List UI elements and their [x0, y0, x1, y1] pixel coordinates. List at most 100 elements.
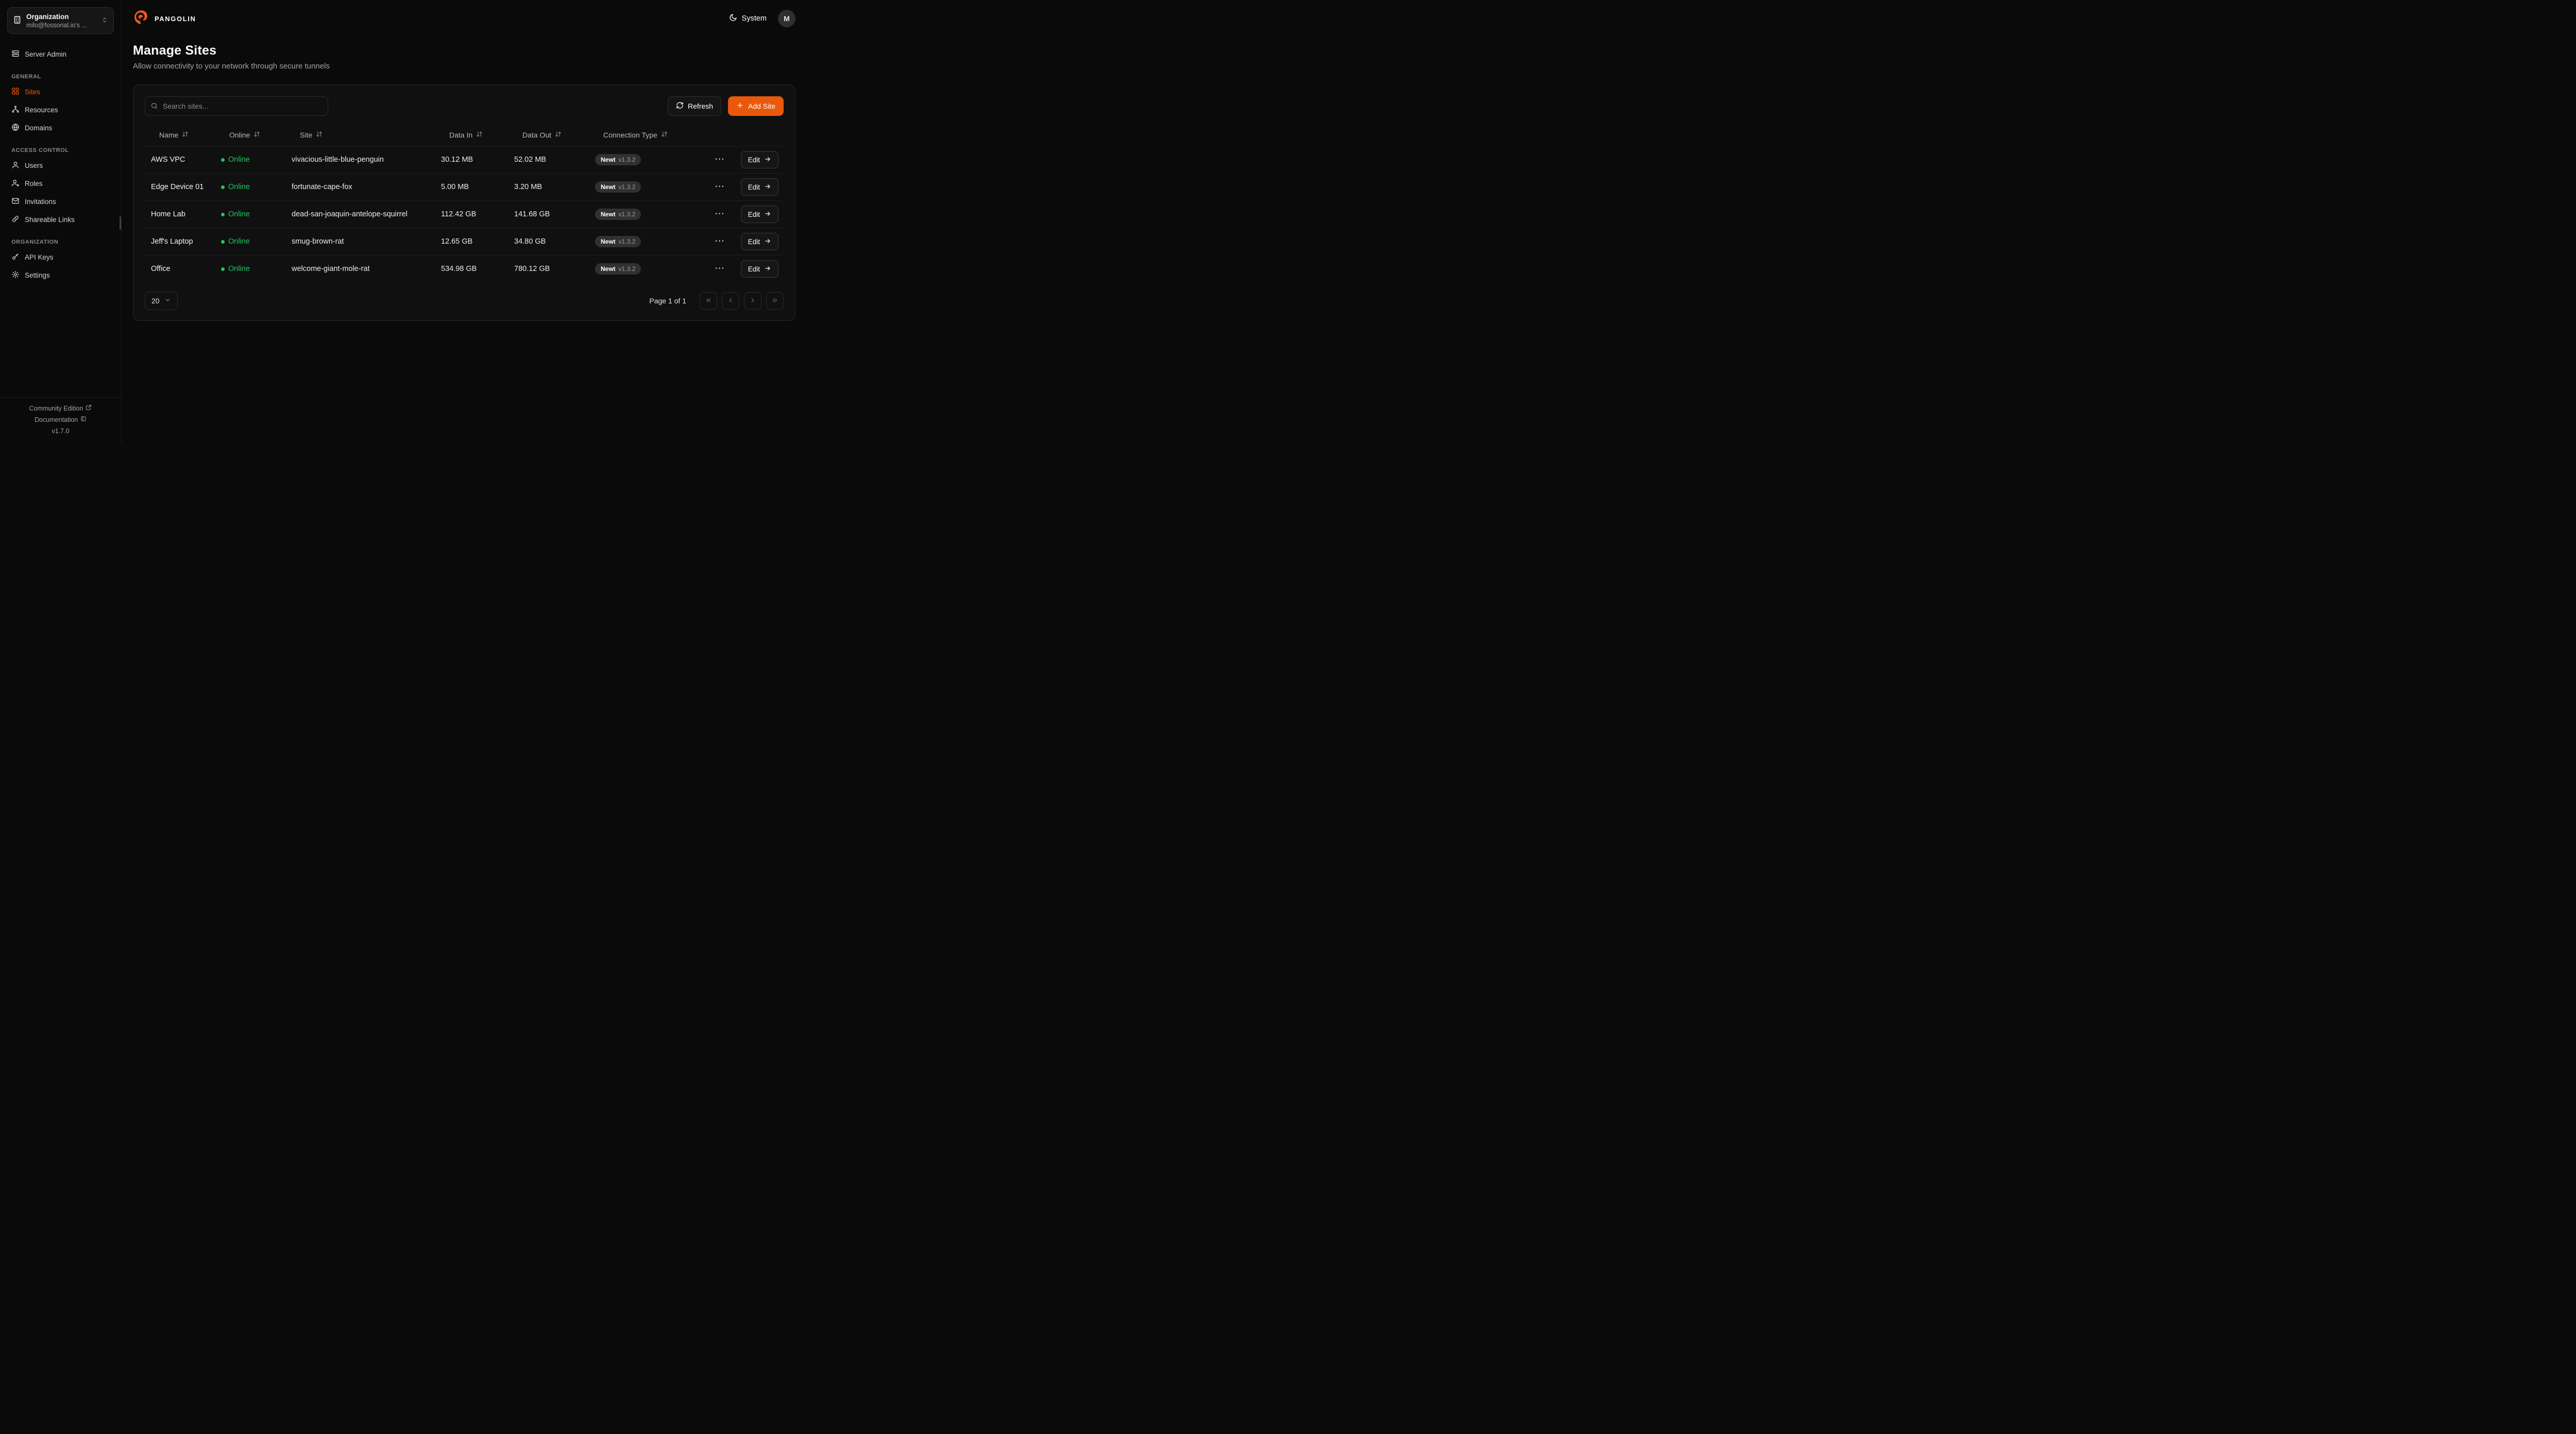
- documentation-link[interactable]: Documentation: [35, 416, 87, 423]
- status-dot-icon: [221, 267, 225, 271]
- sidebar-item-label: Server Admin: [25, 50, 67, 59]
- org-subtitle: milo@fossorial.io's ...: [26, 22, 87, 29]
- edit-button[interactable]: Edit: [740, 260, 778, 278]
- edit-button[interactable]: Edit: [740, 151, 778, 168]
- last-page-button[interactable]: [766, 292, 784, 310]
- mail-icon: [11, 197, 20, 207]
- sidebar-item-users[interactable]: Users: [7, 157, 114, 175]
- sidebar: Organization milo@fossorial.io's ... Ser…: [0, 0, 122, 443]
- add-site-button[interactable]: Add Site: [728, 96, 784, 116]
- row-actions-button[interactable]: ⋯: [713, 182, 727, 192]
- row-actions-button[interactable]: ⋯: [713, 155, 727, 164]
- sidebar-item-shareable-links[interactable]: Shareable Links: [7, 211, 114, 229]
- data-out: 52.02 MB: [514, 156, 547, 164]
- sidebar-item-invitations[interactable]: Invitations: [7, 193, 114, 211]
- first-page-button[interactable]: [700, 292, 717, 310]
- brand-name: PANGOLIN: [155, 14, 196, 23]
- connection-type-badge: Newt v1.3.2: [595, 154, 641, 165]
- edit-button[interactable]: Edit: [740, 178, 778, 196]
- user-role-icon: [11, 179, 20, 189]
- external-link-icon: [86, 404, 92, 412]
- sidebar-item-server-admin[interactable]: Server Admin: [7, 45, 114, 63]
- data-out: 780.12 GB: [514, 265, 550, 273]
- brand[interactable]: PANGOLIN: [133, 9, 196, 28]
- sidebar-item-label: Domains: [25, 124, 53, 132]
- chevrons-right-icon: [771, 297, 778, 305]
- section-label-access-control: ACCESS CONTROL: [11, 147, 69, 154]
- column-header-connection-type[interactable]: Connection Type: [595, 131, 713, 139]
- site-slug: fortunate-cape-fox: [292, 183, 352, 191]
- book-icon: [80, 416, 87, 423]
- chevron-left-icon: [727, 297, 734, 305]
- sites-table: Name Online Site Data In Data Out Connec…: [145, 124, 784, 282]
- data-out: 34.80 GB: [514, 237, 546, 246]
- theme-toggle[interactable]: System: [729, 13, 767, 24]
- section-label-general: GENERAL: [11, 74, 41, 80]
- sort-icon: [555, 131, 562, 139]
- column-header-site[interactable]: Site: [292, 131, 441, 139]
- plus-icon: [736, 101, 744, 111]
- refresh-icon: [676, 101, 684, 111]
- chevrons-up-down-icon: [101, 16, 108, 25]
- column-header-data-out[interactable]: Data Out: [514, 131, 595, 139]
- arrow-right-icon: [764, 265, 771, 274]
- building-icon: [13, 15, 22, 26]
- search-input[interactable]: [145, 96, 328, 116]
- connection-type-badge: Newt v1.3.2: [595, 209, 641, 220]
- chevron-right-icon: [749, 297, 756, 305]
- pangolin-logo-icon: [133, 9, 150, 28]
- data-out: 3.20 MB: [514, 183, 542, 191]
- sidebar-scrollbar[interactable]: [120, 216, 121, 230]
- column-header-online[interactable]: Online: [221, 131, 292, 139]
- org-selector[interactable]: Organization milo@fossorial.io's ...: [7, 7, 114, 35]
- page-info: Page 1 of 1: [649, 297, 686, 305]
- edit-button[interactable]: Edit: [740, 233, 778, 250]
- user-icon: [11, 161, 20, 170]
- site-name: Edge Device 01: [151, 183, 204, 191]
- sidebar-item-roles[interactable]: Roles: [7, 175, 114, 193]
- sidebar-item-label: Invitations: [25, 198, 56, 206]
- chevron-down-icon: [164, 297, 171, 305]
- data-in: 534.98 GB: [441, 265, 477, 273]
- online-status: Online: [221, 156, 292, 164]
- sites-card: Refresh Add Site Name Online: [133, 84, 795, 321]
- column-header-name[interactable]: Name: [151, 131, 221, 139]
- connection-type-badge: Newt v1.3.2: [595, 181, 641, 193]
- connection-type-badge: Newt v1.3.2: [595, 236, 641, 247]
- row-actions-button[interactable]: ⋯: [713, 209, 727, 219]
- site-slug: smug-brown-rat: [292, 237, 344, 246]
- site-name: Jeff's Laptop: [151, 237, 193, 246]
- refresh-button[interactable]: Refresh: [668, 96, 722, 116]
- sidebar-item-label: API Keys: [25, 253, 54, 262]
- row-actions-button[interactable]: ⋯: [713, 264, 727, 274]
- previous-page-button[interactable]: [722, 292, 739, 310]
- main-area: PANGOLIN System M Manage Sites Allow con…: [122, 0, 808, 443]
- table-row: AWS VPC Online vivacious-little-blue-pen…: [145, 146, 784, 173]
- server-icon: [11, 49, 20, 59]
- data-in: 112.42 GB: [441, 210, 477, 218]
- row-actions-button[interactable]: ⋯: [713, 236, 727, 246]
- sidebar-item-sites[interactable]: Sites: [7, 83, 114, 101]
- edit-button[interactable]: Edit: [740, 206, 778, 223]
- sidebar-item-label: Shareable Links: [25, 216, 75, 224]
- page-title: Manage Sites: [133, 43, 217, 58]
- site-name: Office: [151, 265, 171, 273]
- sidebar-footer: Community Edition Documentation v1.7.0: [0, 397, 121, 443]
- status-dot-icon: [221, 185, 225, 189]
- sidebar-item-api-keys[interactable]: API Keys: [7, 248, 114, 266]
- page-size-select[interactable]: 20: [145, 292, 178, 310]
- community-edition-link[interactable]: Community Edition: [29, 404, 92, 412]
- online-status: Online: [221, 237, 292, 246]
- table-row: Office Online welcome-giant-mole-rat 534…: [145, 255, 784, 282]
- sidebar-item-domains[interactable]: Domains: [7, 119, 114, 137]
- arrow-right-icon: [764, 237, 771, 246]
- sidebar-item-resources[interactable]: Resources: [7, 101, 114, 119]
- table-footer: 20 Page 1 of 1: [145, 292, 784, 310]
- next-page-button[interactable]: [744, 292, 761, 310]
- column-header-data-in[interactable]: Data In: [441, 131, 514, 139]
- link-icon: [11, 215, 20, 225]
- sort-icon: [316, 131, 323, 139]
- sidebar-item-settings[interactable]: Settings: [7, 266, 114, 284]
- grid-icon: [11, 87, 20, 97]
- avatar[interactable]: M: [778, 10, 795, 27]
